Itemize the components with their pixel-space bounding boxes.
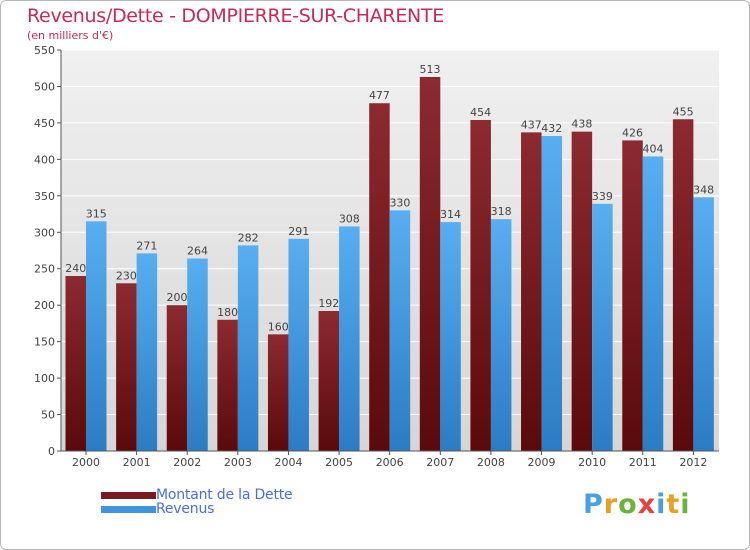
y-tick-label: 300 bbox=[34, 226, 55, 239]
y-tick-label: 150 bbox=[34, 336, 55, 349]
bar-revenue-2002 bbox=[187, 258, 208, 451]
bar-revenue-2011 bbox=[642, 156, 664, 451]
legend-swatch-revenue bbox=[101, 505, 156, 513]
bar-debt-2002 bbox=[166, 305, 188, 451]
bar-revenue-2010 bbox=[592, 203, 613, 451]
data-label-revenue-2007: 314 bbox=[440, 208, 461, 221]
bar-revenue-2006 bbox=[389, 210, 411, 451]
data-label-revenue-2009: 432 bbox=[541, 122, 562, 135]
x-tick-label: 2005 bbox=[325, 456, 353, 469]
x-tick-label: 2002 bbox=[173, 456, 201, 469]
data-label-revenue-2008: 318 bbox=[491, 205, 512, 218]
bar-revenue-2012 bbox=[693, 197, 714, 451]
data-label-debt-2010: 438 bbox=[571, 118, 592, 131]
bar-revenue-2000 bbox=[86, 221, 107, 451]
bar-debt-2010 bbox=[571, 131, 593, 451]
bar-debt-2012 bbox=[672, 119, 694, 451]
bar-debt-2004 bbox=[267, 334, 289, 451]
data-label-debt-2002: 200 bbox=[166, 291, 187, 304]
data-label-debt-2009: 437 bbox=[521, 118, 542, 131]
data-label-debt-2005: 192 bbox=[318, 297, 339, 310]
y-tick-label: 50 bbox=[41, 409, 55, 422]
y-tick-label: 400 bbox=[34, 153, 55, 166]
bar-debt-2009 bbox=[521, 132, 542, 451]
data-label-revenue-2012: 348 bbox=[693, 183, 714, 196]
bar-revenue-2007 bbox=[440, 222, 461, 451]
bar-revenue-2004 bbox=[288, 238, 309, 451]
bar-debt-2005 bbox=[318, 311, 340, 451]
bar-debt-2003 bbox=[217, 319, 238, 451]
data-label-debt-2011: 426 bbox=[622, 126, 643, 139]
y-tick-label: 550 bbox=[34, 44, 55, 57]
x-tick-label: 2004 bbox=[274, 456, 302, 469]
legend-item-debt: Montant de la Dette bbox=[101, 487, 293, 503]
legend-label-debt: Montant de la Dette bbox=[156, 487, 293, 503]
data-label-revenue-2011: 404 bbox=[643, 142, 664, 155]
legend-swatch-debt bbox=[101, 491, 156, 499]
x-tick-label: 2006 bbox=[376, 456, 404, 469]
bar-debt-2001 bbox=[116, 283, 137, 451]
data-label-revenue-2003: 282 bbox=[238, 231, 259, 244]
x-tick-label: 2003 bbox=[224, 456, 252, 469]
bar-revenue-2001 bbox=[136, 253, 158, 451]
x-tick-label: 2007 bbox=[426, 456, 454, 469]
y-tick-label: 350 bbox=[34, 190, 55, 203]
y-tick-label: 100 bbox=[34, 372, 55, 385]
data-label-debt-2008: 454 bbox=[470, 106, 491, 119]
chart-title: Revenus/Dette - DOMPIERRE-SUR-CHARENTE bbox=[27, 5, 444, 27]
x-tick-label: 2010 bbox=[578, 456, 606, 469]
bar-debt-2008 bbox=[470, 119, 491, 451]
y-tick-label: 450 bbox=[34, 117, 55, 130]
bar-debt-2011 bbox=[622, 140, 643, 451]
bar-debt-2007 bbox=[419, 76, 441, 451]
x-tick-label: 2000 bbox=[72, 456, 100, 469]
data-label-revenue-2002: 264 bbox=[187, 245, 208, 258]
x-tick-label: 2009 bbox=[528, 456, 556, 469]
y-tick-label: 0 bbox=[48, 445, 55, 458]
data-label-debt-2012: 455 bbox=[673, 105, 694, 118]
bar-revenue-2009 bbox=[541, 136, 563, 452]
data-label-debt-2004: 160 bbox=[268, 320, 289, 333]
bar-revenue-2005 bbox=[339, 226, 360, 451]
data-label-revenue-2000: 315 bbox=[86, 207, 107, 220]
legend-label-revenue: Revenus bbox=[156, 501, 215, 517]
x-tick-label: 2011 bbox=[629, 456, 657, 469]
data-label-debt-2000: 240 bbox=[65, 262, 86, 275]
y-tick-label: 500 bbox=[34, 80, 55, 93]
data-label-revenue-2001: 271 bbox=[136, 239, 157, 252]
y-tick-label: 200 bbox=[34, 299, 55, 312]
proxiti-logo: Proxiti bbox=[583, 489, 691, 520]
chart-subtitle: (en milliers d'€) bbox=[27, 29, 114, 42]
data-label-debt-2001: 230 bbox=[116, 269, 137, 282]
data-label-debt-2003: 180 bbox=[217, 306, 238, 319]
legend-item-revenue: Revenus bbox=[101, 501, 214, 517]
bar-debt-2000 bbox=[65, 276, 86, 451]
data-label-revenue-2006: 330 bbox=[389, 196, 410, 209]
x-tick-label: 2008 bbox=[477, 456, 505, 469]
x-tick-label: 2001 bbox=[123, 456, 151, 469]
x-tick-label: 2012 bbox=[679, 456, 707, 469]
data-label-debt-2006: 477 bbox=[369, 89, 390, 102]
bar-revenue-2003 bbox=[237, 245, 259, 451]
data-label-revenue-2004: 291 bbox=[288, 225, 309, 238]
y-tick-label: 250 bbox=[34, 263, 55, 276]
bar-debt-2006 bbox=[369, 103, 390, 451]
data-label-revenue-2010: 339 bbox=[592, 190, 613, 203]
data-label-debt-2007: 513 bbox=[420, 63, 441, 76]
bar-revenue-2008 bbox=[490, 219, 512, 451]
data-label-revenue-2005: 308 bbox=[339, 212, 360, 225]
